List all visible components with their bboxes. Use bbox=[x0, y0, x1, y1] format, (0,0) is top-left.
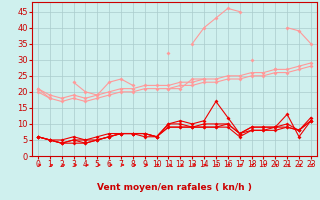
X-axis label: Vent moyen/en rafales ( kn/h ): Vent moyen/en rafales ( kn/h ) bbox=[97, 183, 252, 192]
